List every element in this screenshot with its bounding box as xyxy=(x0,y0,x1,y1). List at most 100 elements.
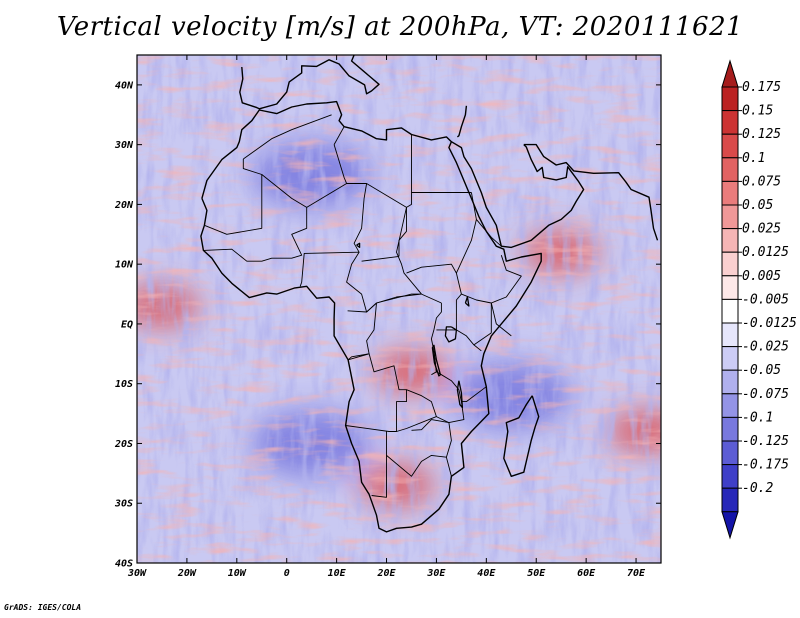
country-border xyxy=(299,251,360,287)
colorbar-swatch xyxy=(721,204,739,230)
country-border xyxy=(204,159,263,235)
colorbar-label: -0.125 xyxy=(742,434,789,449)
colorbar-swatch xyxy=(721,157,739,182)
x-tick-label: 0 xyxy=(284,568,290,579)
country-border xyxy=(347,302,377,361)
grads-credit: GrADS: IGES/COLA xyxy=(4,603,82,612)
y-tick-label: 20S xyxy=(114,439,133,450)
colorbar-label: 0.025 xyxy=(742,222,781,237)
x-tick-label: 10W xyxy=(228,568,247,579)
chart-title: Vertical velocity [m/s] at 200hPa, VT: 2… xyxy=(56,12,744,42)
colorbar-extend-bottom xyxy=(721,511,739,540)
coastline-africa xyxy=(200,100,542,533)
x-tick-label: 20E xyxy=(376,568,396,579)
country-border xyxy=(406,389,437,417)
x-tick-label: 30W xyxy=(127,568,147,579)
country-border xyxy=(371,431,387,498)
country-border xyxy=(398,207,407,257)
colorbar-label: 0.05 xyxy=(742,198,773,213)
x-tick-label: 50E xyxy=(527,568,546,579)
colorbar-label: 0.075 xyxy=(742,174,781,189)
colorbar-label: 0.1 xyxy=(742,151,765,166)
colorbar-label: 0.125 xyxy=(742,127,781,142)
y-tick-label: 10N xyxy=(115,260,134,271)
colorbar-swatch xyxy=(721,393,739,418)
lake-outline xyxy=(464,296,470,307)
x-tick-label: 40E xyxy=(477,568,496,579)
colorbar-label: -0.075 xyxy=(742,387,789,402)
coastline-arabia xyxy=(451,141,585,249)
country-border xyxy=(361,255,400,262)
country-border xyxy=(411,419,452,458)
country-border xyxy=(345,353,407,432)
x-tick-label: 60E xyxy=(577,568,596,579)
lake-outline xyxy=(456,380,464,409)
colorbar-label: 0.175 xyxy=(742,80,781,95)
colorbar-label: 0.15 xyxy=(742,104,773,119)
coastline-madagascar xyxy=(503,395,540,477)
country-border xyxy=(396,207,442,304)
country-border xyxy=(406,263,492,333)
country-border xyxy=(470,192,502,247)
colorbar-swatch xyxy=(721,110,739,135)
colorbar-swatch xyxy=(721,86,739,112)
country-border xyxy=(461,386,487,403)
x-tick-label: 70E xyxy=(627,568,646,579)
colorbar-label: 0.005 xyxy=(742,269,781,284)
coastline-europe xyxy=(239,55,380,110)
country-border xyxy=(243,114,332,160)
colorbar-swatch xyxy=(721,275,739,300)
colorbar-label: -0.025 xyxy=(742,340,789,355)
field-texture-ascent xyxy=(137,55,661,563)
y-tick-label: 40S xyxy=(115,559,133,570)
country-border xyxy=(455,219,477,274)
plot-frame xyxy=(136,54,662,564)
lake-outline xyxy=(431,344,442,377)
colorbar: 0.175 0.15 0.125 0.1 0.075 0.05 0.025 0.0125 0.0… xyxy=(721,59,797,540)
country-border xyxy=(306,183,347,208)
colorbar-swatch xyxy=(721,487,739,513)
lake-outline xyxy=(444,326,458,343)
colorbar-swatch xyxy=(721,298,739,324)
colorbar-swatch xyxy=(721,369,739,395)
coastline-levant xyxy=(456,105,468,138)
colorbar-extend-top xyxy=(721,59,739,88)
colorbar-swatch xyxy=(721,180,739,206)
country-border xyxy=(333,126,345,145)
colorbar-label: 0.0125 xyxy=(742,245,789,260)
colorbar-label: -0.2 xyxy=(742,481,773,496)
country-border xyxy=(436,293,462,331)
velocity-field xyxy=(137,55,661,563)
y-tick-label: 30S xyxy=(114,499,133,510)
country-border xyxy=(203,207,308,262)
colorbar-label: -0.1 xyxy=(742,410,773,425)
colorbar-label: -0.05 xyxy=(742,363,781,378)
colorbar-swatch xyxy=(721,346,739,371)
country-border xyxy=(386,454,452,477)
x-tick-label: 20W xyxy=(177,568,197,579)
colorbar-label: -0.005 xyxy=(742,292,789,307)
country-border xyxy=(261,174,307,208)
colorbar-swatch xyxy=(721,322,739,348)
colorbar-swatch xyxy=(721,228,739,253)
colorbar-swatch xyxy=(721,440,739,466)
colorbar-swatch xyxy=(721,416,739,442)
country-border xyxy=(376,293,422,304)
y-tick-label: 30N xyxy=(114,140,134,151)
country-border xyxy=(456,329,475,346)
x-tick-label: 10E xyxy=(328,568,347,579)
colorbar-swatch xyxy=(721,133,739,159)
y-tick-label: 20N xyxy=(114,200,134,211)
country-border xyxy=(406,134,412,208)
y-tick-label: 10S xyxy=(115,379,133,390)
colorbar-label: -0.0125 xyxy=(742,316,797,331)
lake-outline xyxy=(356,242,361,249)
coastline-persia xyxy=(523,143,659,241)
colorbar-swatch xyxy=(721,251,739,277)
y-tick-label: EQ xyxy=(121,319,133,330)
colorbar-label: -0.175 xyxy=(742,458,789,473)
x-tick-label: 30E xyxy=(426,568,446,579)
country-border xyxy=(490,255,522,337)
